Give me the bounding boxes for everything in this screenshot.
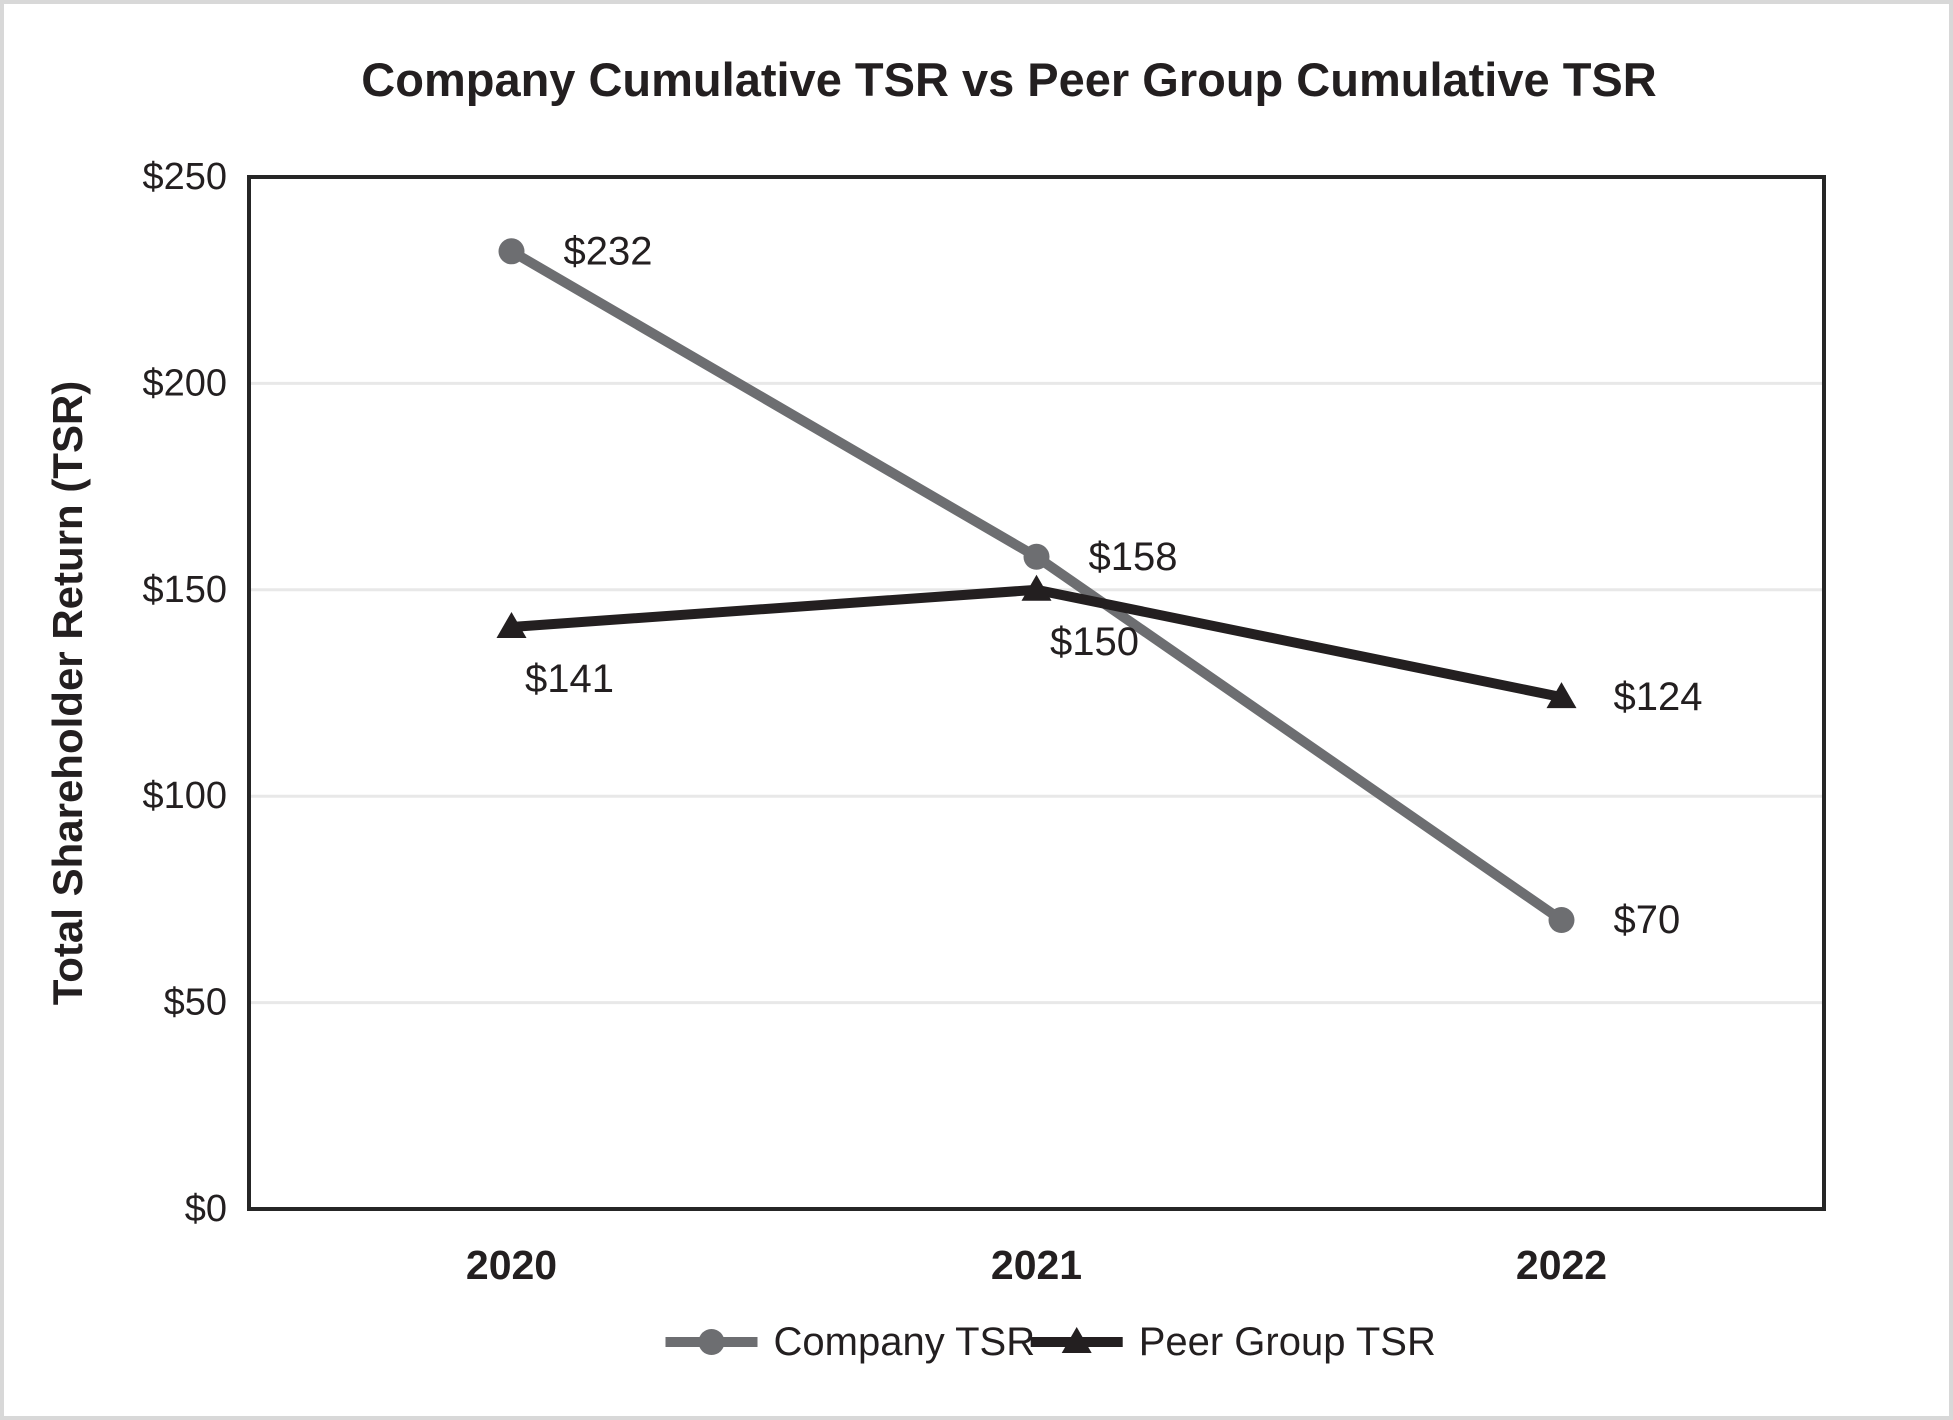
triangle-marker — [1061, 1327, 1092, 1353]
y-tick-label: $250 — [142, 156, 227, 198]
data-label: $150 — [1050, 620, 1139, 664]
data-label: $70 — [1614, 898, 1681, 942]
tsr-line-chart: Company Cumulative TSR vs Peer Group Cum… — [44, 53, 1826, 1364]
y-tick-label: $0 — [185, 1188, 227, 1230]
triangle-marker — [1021, 574, 1052, 601]
plot-border — [247, 175, 1826, 1211]
series-line-peer-group-tsr — [511, 584, 1563, 703]
data-label: $124 — [1614, 675, 1703, 719]
legend-item: Company TSR — [665, 1320, 1036, 1364]
circle-marker — [698, 1329, 725, 1355]
circle-marker — [1548, 907, 1575, 934]
legend-label: Company TSR — [774, 1320, 1036, 1364]
legend-item: Peer Group TSR — [1030, 1320, 1436, 1364]
chart-title: Company Cumulative TSR vs Peer Group Cum… — [361, 53, 1656, 106]
circle-marker — [498, 238, 525, 265]
gridlines — [249, 381, 1824, 1005]
data-label: $141 — [525, 657, 614, 701]
data-label: $158 — [1089, 535, 1178, 579]
y-tick-label: $150 — [142, 569, 227, 611]
y-axis-title: Total Shareholder Return (TSR) — [44, 381, 91, 1006]
y-tick-label: $100 — [142, 775, 227, 817]
triangle-marker — [1546, 682, 1577, 709]
series — [496, 238, 1577, 934]
triangle-marker — [496, 611, 527, 638]
axes: $0 $50 $100 $150 $200 $250 2020 2021 2022 — [142, 156, 1826, 1288]
y-tick-label: $50 — [164, 982, 227, 1024]
x-tick-label: 2020 — [466, 1242, 557, 1288]
x-tick-label: 2022 — [1516, 1242, 1607, 1288]
circle-marker — [1023, 543, 1050, 570]
data-labels: $232 $158 $70 $141 $150 $124 — [525, 229, 1702, 942]
legend: Company TSR Peer Group TSR — [665, 1320, 1436, 1364]
data-label: $232 — [564, 229, 653, 273]
y-tick-label: $200 — [142, 362, 227, 404]
x-tick-label: 2021 — [991, 1242, 1082, 1288]
legend-label: Peer Group TSR — [1139, 1320, 1436, 1364]
